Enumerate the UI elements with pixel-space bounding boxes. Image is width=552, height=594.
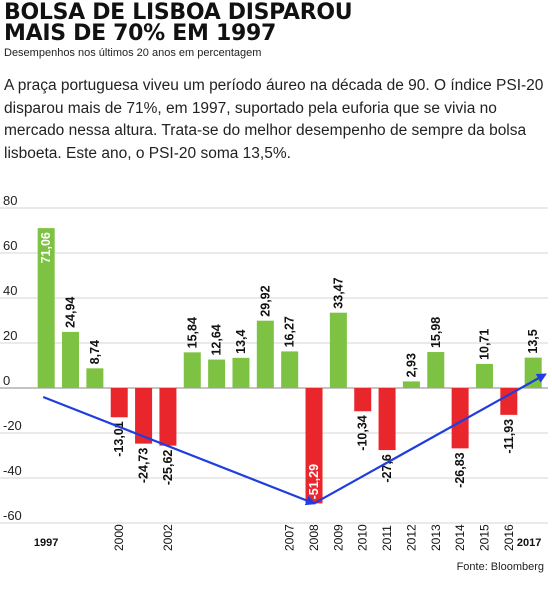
x-tick-label: 1997 bbox=[34, 537, 58, 549]
trend-arrow bbox=[313, 373, 547, 505]
bar bbox=[159, 388, 177, 446]
value-labels: 71,06 24,94 8,74 -13,01 -24,73 -25,62 15,84 12,… bbox=[39, 232, 540, 499]
bar bbox=[110, 388, 128, 418]
x-tick-label: 2016 bbox=[502, 524, 516, 551]
value-label: 15,84 bbox=[185, 317, 199, 348]
bar bbox=[475, 363, 493, 388]
bar bbox=[135, 388, 153, 444]
lead-paragraph: A praça portuguesa viveu um período áure… bbox=[4, 77, 544, 162]
bar bbox=[232, 357, 250, 388]
value-label: -26,83 bbox=[453, 452, 467, 487]
bar bbox=[37, 228, 55, 388]
bar bbox=[354, 388, 372, 412]
source-note: Fonte: Bloomberg bbox=[456, 561, 544, 573]
x-tick-label: 2014 bbox=[453, 524, 467, 551]
trend-arrow bbox=[42, 395, 316, 506]
y-tick-label: 40 bbox=[3, 283, 17, 298]
value-label: -51,29 bbox=[307, 464, 321, 499]
value-label: 13,4 bbox=[234, 329, 248, 353]
y-tick-label: 80 bbox=[3, 193, 17, 208]
y-tick-label: -60 bbox=[3, 508, 22, 523]
x-tick-label: 2000 bbox=[112, 524, 126, 551]
bar bbox=[500, 388, 518, 415]
value-label: 13,5 bbox=[526, 329, 540, 353]
bar bbox=[208, 359, 226, 388]
value-label: -24,73 bbox=[137, 448, 151, 483]
bar bbox=[256, 320, 274, 388]
y-tick-label: 0 bbox=[3, 373, 10, 388]
chart-title: BOLSA DE LISBOA DISPAROU MAIS DE 70% EM … bbox=[4, 0, 404, 46]
value-label: 12,64 bbox=[210, 324, 224, 355]
value-label: 8,74 bbox=[88, 340, 102, 364]
value-label: 15,98 bbox=[429, 317, 443, 348]
bar bbox=[86, 368, 104, 388]
y-axis-ticks: 80 60 40 20 0 -20 -40 -60 bbox=[3, 193, 22, 523]
value-label: -11,93 bbox=[502, 419, 516, 454]
y-tick-label: 60 bbox=[3, 238, 17, 253]
value-label: 29,92 bbox=[258, 285, 272, 316]
bar bbox=[281, 351, 299, 388]
value-label: 2,93 bbox=[404, 353, 418, 377]
value-label: 24,94 bbox=[64, 297, 78, 328]
y-tick-label: -40 bbox=[3, 463, 22, 478]
value-label: 16,27 bbox=[283, 316, 297, 347]
x-tick-label: 2015 bbox=[477, 524, 491, 551]
bar bbox=[402, 381, 420, 388]
x-tick-label: 2017 bbox=[517, 537, 541, 549]
chart-subtitle: Desempenhos nos últimos 20 anos em perce… bbox=[4, 47, 262, 59]
value-label: -10,34 bbox=[356, 415, 370, 450]
trend-arrows bbox=[42, 373, 547, 506]
bar bbox=[427, 352, 445, 388]
x-tick-label: 2009 bbox=[331, 524, 345, 551]
x-tick-label: 2010 bbox=[356, 524, 370, 551]
y-tick-label: -20 bbox=[3, 418, 22, 433]
value-label: 33,47 bbox=[331, 277, 345, 308]
x-axis-ticks: 1997 2000 2002 2007 2008 2009 2010 2011 2012 2013… bbox=[34, 524, 541, 551]
bar bbox=[378, 388, 396, 451]
bar bbox=[62, 331, 80, 388]
y-tick-label: 20 bbox=[3, 328, 17, 343]
value-label: -13,01 bbox=[112, 421, 126, 456]
bar bbox=[305, 388, 323, 504]
x-tick-label: 2013 bbox=[429, 524, 443, 551]
x-tick-label: 2007 bbox=[283, 524, 297, 551]
x-tick-label: 2002 bbox=[161, 524, 175, 551]
x-tick-label: 2011 bbox=[380, 525, 394, 551]
value-label: -27,6 bbox=[380, 454, 394, 483]
bar bbox=[451, 388, 469, 449]
value-label: 10,71 bbox=[477, 329, 491, 360]
title-line-2: MAIS DE 70% EM 1997 bbox=[4, 21, 276, 46]
bars bbox=[37, 228, 542, 504]
x-tick-label: 2008 bbox=[307, 524, 321, 551]
title-line-1: BOLSA DE LISBOA DISPAROU bbox=[4, 0, 353, 25]
bar bbox=[183, 352, 201, 388]
value-label: 71,06 bbox=[39, 232, 53, 263]
bar bbox=[329, 312, 347, 388]
value-label: -25,62 bbox=[161, 450, 175, 485]
x-tick-label: 2012 bbox=[404, 524, 418, 551]
